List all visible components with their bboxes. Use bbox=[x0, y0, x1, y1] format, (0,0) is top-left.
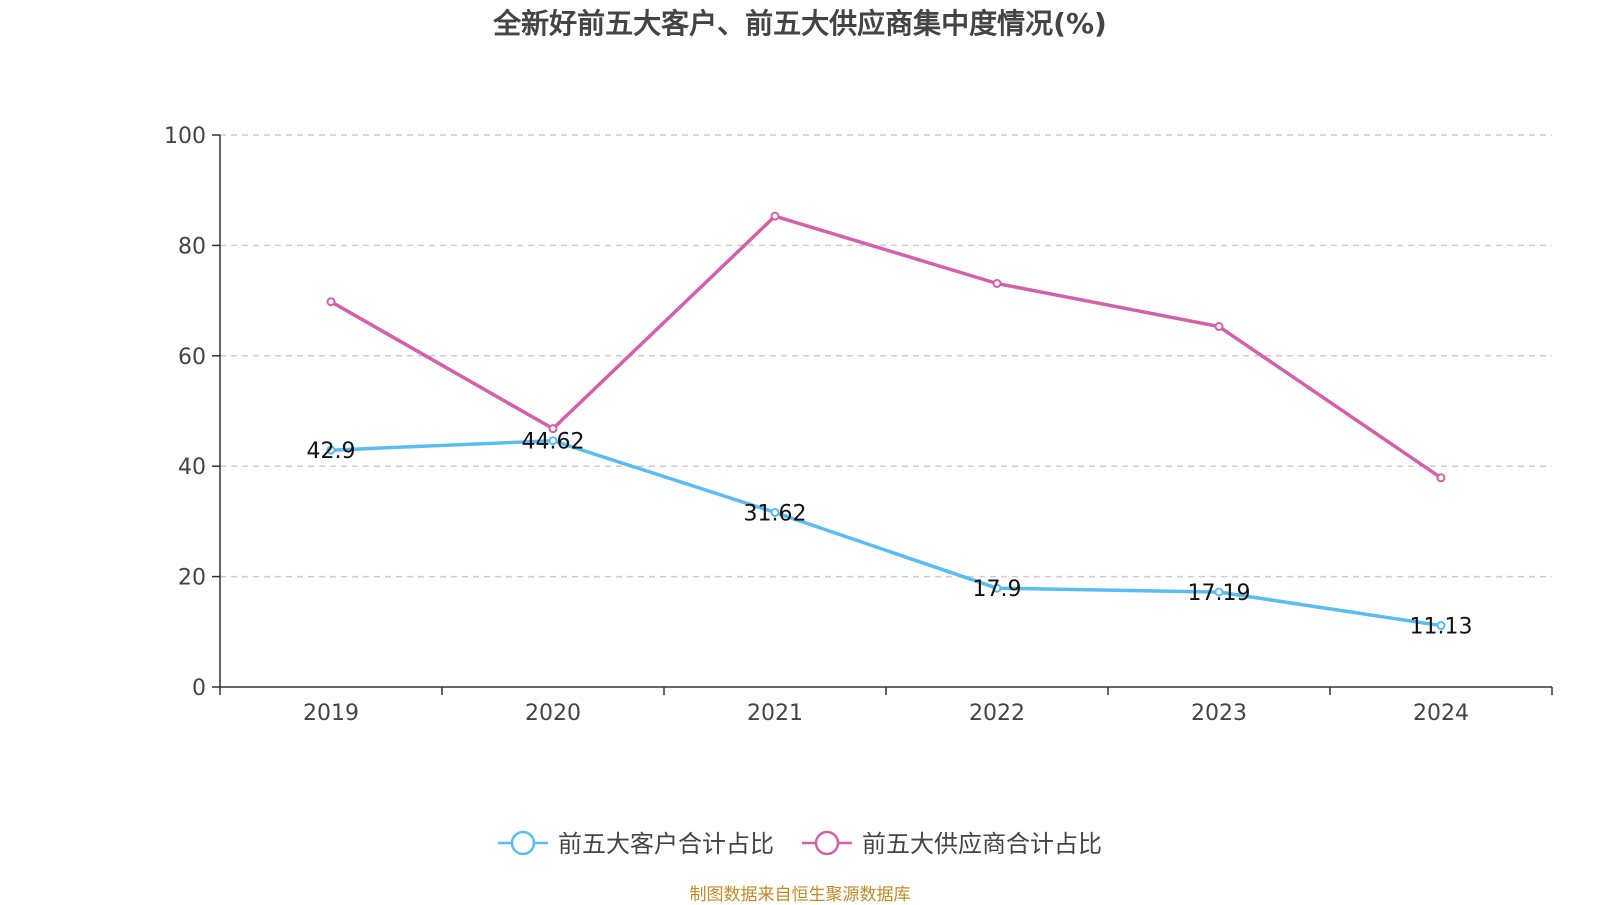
legend[interactable]: 前五大客户合计占比 前五大供应商合计占比 bbox=[498, 830, 1102, 858]
x-tick-label: 2022 bbox=[969, 701, 1025, 726]
data-point bbox=[1436, 473, 1446, 483]
x-tick-label: 2021 bbox=[747, 701, 803, 726]
y-tick-label: 20 bbox=[178, 566, 206, 591]
data-label: 11.13 bbox=[1410, 615, 1473, 640]
y-tick-label: 100 bbox=[164, 124, 206, 149]
data-point bbox=[326, 445, 336, 455]
data-label: 31.62 bbox=[744, 501, 807, 526]
data-point bbox=[548, 436, 558, 446]
legend-marker bbox=[814, 830, 840, 856]
data-label: 42.9 bbox=[307, 439, 356, 464]
data-point bbox=[770, 507, 780, 517]
chart-title: 全新好前五大客户、前五大供应商集中度情况(%) bbox=[493, 7, 1107, 40]
data-point bbox=[1436, 621, 1446, 631]
legend-marker bbox=[510, 830, 536, 856]
series-line-1 bbox=[330, 438, 1442, 628]
data-point bbox=[1214, 587, 1224, 597]
x-tick-label: 2019 bbox=[303, 701, 359, 726]
y-tick-label: 40 bbox=[178, 455, 206, 480]
y-tick-label: 0 bbox=[192, 676, 206, 701]
x-tick-label: 2024 bbox=[1413, 701, 1469, 726]
data-point bbox=[1214, 322, 1224, 332]
data-point bbox=[548, 424, 558, 434]
data-label: 44.62 bbox=[522, 430, 585, 455]
data-point bbox=[326, 297, 336, 307]
data-labels: 42.9 44.62 31.62 17.9 17.19 11.13 bbox=[307, 430, 1473, 640]
data-label: 17.9 bbox=[973, 577, 1022, 602]
y-tick-label: 60 bbox=[178, 345, 206, 370]
series-line-2 bbox=[330, 214, 1442, 480]
axes: 0 20 40 60 80 100 2019 2020 2021 2022 2023 2024 bbox=[164, 124, 1553, 726]
series-layer bbox=[326, 211, 1446, 631]
data-point bbox=[770, 211, 780, 221]
legend-label: 前五大客户合计占比 bbox=[558, 830, 774, 858]
legend-item-1[interactable]: 前五大客户合计占比 bbox=[498, 830, 774, 858]
x-tick-label: 2020 bbox=[525, 701, 581, 726]
x-tick-label: 2023 bbox=[1191, 701, 1247, 726]
data-label: 17.19 bbox=[1188, 581, 1251, 606]
data-point bbox=[992, 583, 1002, 593]
legend-item-2[interactable]: 前五大供应商合计占比 bbox=[802, 830, 1102, 858]
grid-lines bbox=[220, 134, 1552, 578]
legend-label: 前五大供应商合计占比 bbox=[862, 830, 1102, 858]
y-tick-label: 80 bbox=[178, 234, 206, 259]
data-point bbox=[992, 278, 1002, 288]
source-note: 制图数据来自恒生聚源数据库 bbox=[689, 885, 911, 905]
